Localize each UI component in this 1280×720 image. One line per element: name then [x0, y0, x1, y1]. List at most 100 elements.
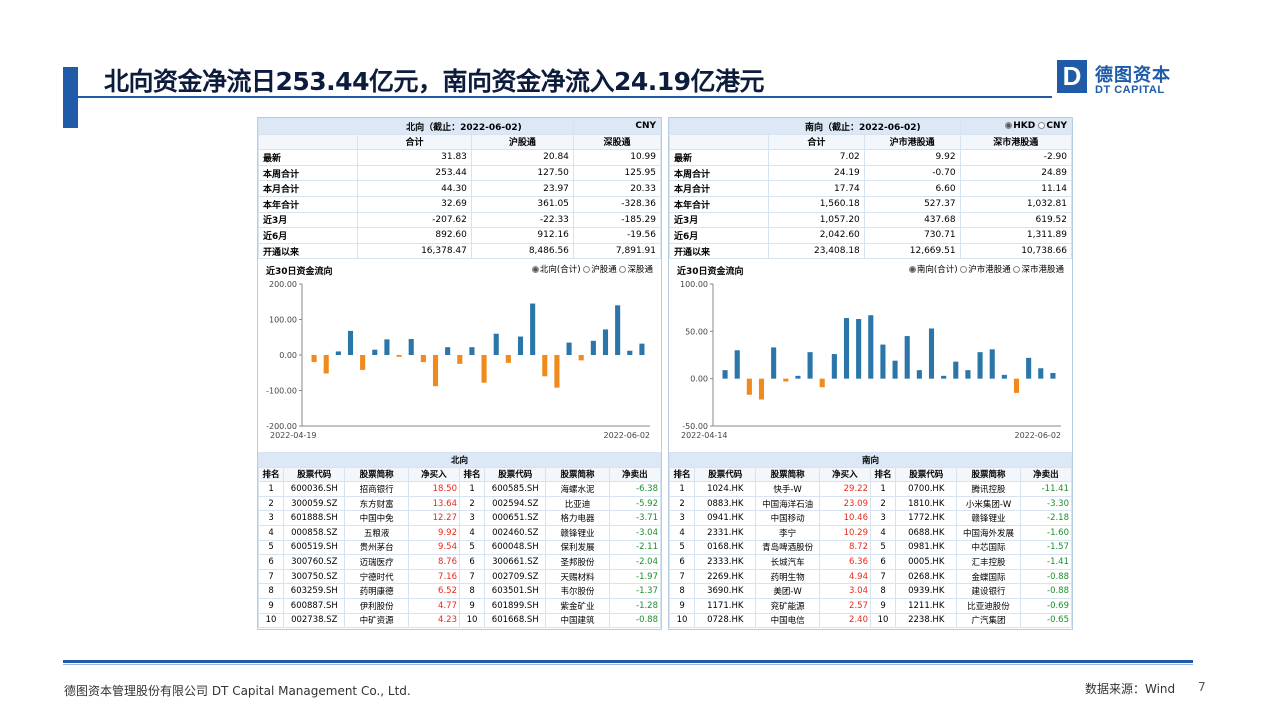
net-buy-value: 7.16 — [407, 568, 460, 585]
north-summary-row: 本月合计 44.30 23.97 20.33 — [258, 180, 662, 197]
y-tick-label: 50.00 — [685, 327, 708, 336]
flow-bar — [517, 336, 524, 355]
stock-code: 002594.SZ — [484, 495, 547, 512]
north-summary-row: 近3月 -207.62 -22.33 -185.29 — [258, 211, 662, 229]
summary-value: -207.62 — [357, 211, 472, 229]
radio-south-sh[interactable] — [960, 266, 968, 273]
summary-value: 16,378.47 — [357, 242, 472, 260]
stock-name: 中国建筑 — [545, 612, 610, 629]
flow-bar — [1026, 357, 1032, 379]
stock-code: 300059.SZ — [283, 495, 346, 512]
flow-bar — [977, 352, 983, 379]
south-summary-row: 本月合计 17.74 6.60 11.14 — [669, 180, 1073, 197]
net-sell-value: -1.60 — [1019, 524, 1073, 541]
north-rank-title: 北向 — [258, 452, 661, 468]
stock-code: 1211.HK — [895, 597, 958, 614]
stock-code: 2269.HK — [694, 568, 757, 585]
row-label: 近3月 — [258, 211, 358, 229]
summary-value: -0.70 — [863, 164, 961, 182]
summary-value: 12,669.51 — [863, 242, 961, 260]
stock-code: 002738.SZ — [283, 612, 346, 629]
stock-code: 002709.SZ — [484, 568, 547, 585]
radio-south-total[interactable] — [908, 266, 916, 273]
radio-north-sh[interactable] — [583, 266, 591, 273]
south-summary-row: 开通以来 23,408.18 12,669.51 10,738.66 — [669, 242, 1073, 260]
rank-row: 3 0941.HK 中国移动 10.46 3 1772.HK 赣锋锂业 -2.18 — [668, 510, 1073, 526]
summary-value: 31.83 — [357, 149, 472, 166]
rank-row: 5 0168.HK 青岛啤酒股份 8.72 5 0981.HK 中芯国际 -1.57 — [668, 539, 1073, 556]
stock-code: 0700.HK — [895, 481, 958, 497]
summary-value: 361.05 — [470, 195, 574, 213]
stock-name: 中矿资源 — [344, 612, 409, 629]
stock-code: 0939.HK — [895, 583, 958, 599]
legend-north-sz: 深股通 — [627, 265, 653, 275]
summary-value: 2,042.60 — [768, 227, 865, 244]
net-buy-value: 18.50 — [407, 481, 460, 497]
stock-code: 1024.HK — [694, 481, 757, 497]
row-label: 近6月 — [258, 227, 358, 244]
south-summary-table: 南向（截止：2022-06-02) HKD CNY 合计 沪市港股通 深市港股通… — [669, 118, 1073, 260]
unit-hkd-label: HKD — [1013, 121, 1036, 132]
stock-code: 600519.SH — [283, 539, 346, 556]
north-summary-header: 北向（截止：2022-06-02) — [258, 118, 574, 135]
north-col-blank — [258, 133, 358, 151]
stock-code: 0688.HK — [895, 524, 958, 541]
radio-cny[interactable] — [1038, 122, 1046, 130]
flow-bar — [627, 350, 633, 355]
north-summary-row: 本周合计 253.44 127.50 125.95 — [258, 164, 662, 182]
stock-code: 601888.SH — [283, 510, 346, 526]
rank-number: 9 — [668, 597, 696, 614]
net-buy-value: 9.92 — [407, 524, 460, 541]
radio-north-sz[interactable] — [619, 266, 627, 273]
stock-name: 广汽集团 — [956, 612, 1021, 629]
summary-value: -22.33 — [470, 211, 574, 229]
net-buy-value: 10.46 — [818, 510, 871, 526]
rank-col-header: 股票代码 — [895, 466, 958, 483]
unit-cny-label: CNY — [1046, 121, 1067, 132]
summary-value: 23,408.18 — [768, 242, 865, 260]
stock-name: 韦尔股份 — [545, 583, 610, 599]
flow-bar — [445, 347, 451, 355]
rank-number: 5 — [257, 539, 285, 556]
radio-north-total[interactable] — [531, 266, 539, 273]
rank-row: 1 1024.HK 快手-W 29.22 1 0700.HK 腾讯控股 -11.41 — [668, 481, 1073, 497]
rank-col-header: 股票简称 — [956, 466, 1021, 483]
row-label: 近3月 — [669, 211, 769, 229]
rank-col-header: 排名 — [668, 466, 696, 483]
rank-col-header: 股票简称 — [545, 466, 610, 483]
rank-number: 9 — [869, 597, 897, 614]
stock-code: 000858.SZ — [283, 524, 346, 541]
summary-value: 6.60 — [863, 180, 961, 197]
net-sell-value: -2.18 — [1019, 510, 1073, 526]
stock-name: 比亚迪股份 — [956, 597, 1021, 614]
rank-number: 6 — [458, 554, 486, 570]
x-end-label: 2022-06-02 — [1015, 431, 1062, 440]
stock-name: 宁德时代 — [344, 568, 409, 585]
title-underline — [78, 96, 1052, 98]
rank-number: 8 — [257, 583, 285, 599]
stock-name: 金蝶国际 — [956, 568, 1021, 585]
radio-south-sz[interactable] — [1013, 266, 1021, 273]
rank-row: 2 0883.HK 中国海洋石油 23.09 2 1810.HK 小米集团-W -3.30 — [668, 495, 1073, 512]
south-summary-row: 近3月 1,057.20 437.68 619.52 — [669, 211, 1073, 229]
stock-code: 0728.HK — [694, 612, 757, 629]
flow-bar — [722, 370, 728, 379]
flow-bar — [347, 330, 354, 355]
radio-hkd[interactable] — [1005, 122, 1013, 130]
flow-bar — [928, 328, 935, 379]
flow-bar — [360, 355, 366, 370]
flow-bar — [1013, 378, 1020, 393]
net-buy-value: 8.72 — [818, 539, 871, 556]
stock-name: 小米集团-W — [956, 495, 1021, 512]
stock-code: 2238.HK — [895, 612, 958, 629]
net-buy-value: 4.77 — [407, 597, 460, 614]
north-col-sh: 沪股通 — [470, 133, 574, 151]
rank-row: 1 600036.SH 招商银行 18.50 1 600585.SH 海螺水泥 -6.38 — [257, 481, 662, 497]
net-sell-value: -11.41 — [1019, 481, 1073, 497]
summary-value: 619.52 — [959, 211, 1073, 229]
stock-code: 0883.HK — [694, 495, 757, 512]
rank-row: 10 0728.HK 中国电信 2.40 10 2238.HK 广汽集团 -0.65 — [668, 612, 1073, 629]
flow-bar — [904, 336, 910, 379]
logo-chinese-name: 德图资本 — [1095, 65, 1171, 86]
rank-number: 7 — [257, 568, 285, 585]
